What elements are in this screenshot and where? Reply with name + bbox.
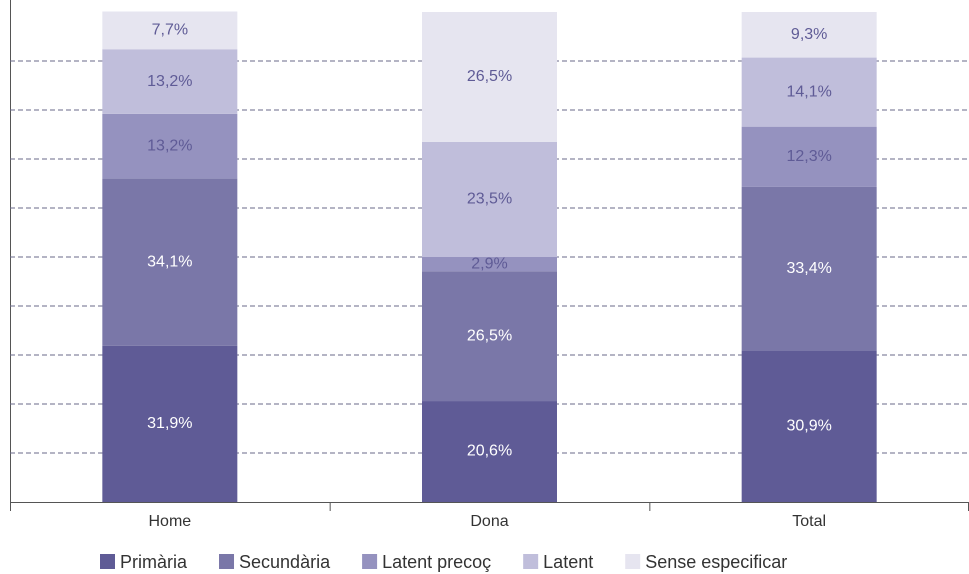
value-label: 31,9% [147,415,192,432]
bar-segment [741,186,877,351]
value-label: 26,5% [467,68,512,85]
value-label: 9,3% [791,26,827,43]
bar-segment [741,57,877,127]
legend-label: Sense especificar [645,552,787,572]
value-label: 13,2% [147,137,192,154]
legend-swatch [219,554,235,569]
bar-segment [422,271,557,402]
legend-swatch [625,554,641,569]
bar-segment [741,126,877,187]
value-label: 30,9% [786,418,831,435]
value-label: 20,6% [467,443,512,460]
value-label: 2,9% [471,255,507,272]
bar-segment [102,49,238,114]
bar-segment [422,257,557,272]
value-label: 12,3% [786,148,831,165]
value-label: 14,1% [786,83,831,100]
legend-label: Latent precoç [382,552,491,572]
legend-swatch [362,554,378,569]
value-label: 34,1% [147,253,192,270]
bar-segment [102,178,238,346]
legend-label: Primària [120,552,188,572]
bar-segment [741,12,877,58]
bar-segment [102,113,238,179]
x-tick-label: Dona [470,513,508,530]
bar-segment [102,345,238,502]
value-label: 7,7% [152,22,188,39]
bar-segment [422,12,557,142]
x-tick-label: Home [148,513,191,530]
bar-segment [741,350,877,502]
value-label: 26,5% [467,327,512,344]
value-label: 23,5% [467,191,512,208]
legend-swatch [100,554,115,569]
bar-segment [102,11,238,50]
value-label: 33,4% [786,260,831,277]
bar-segment [422,401,557,502]
legend-label: Latent [543,552,593,572]
bar-segment [422,141,557,257]
legend-swatch [523,554,539,569]
value-label: 13,2% [147,73,192,90]
x-tick-label: Total [792,513,826,530]
legend-label: Secundària [239,552,331,572]
